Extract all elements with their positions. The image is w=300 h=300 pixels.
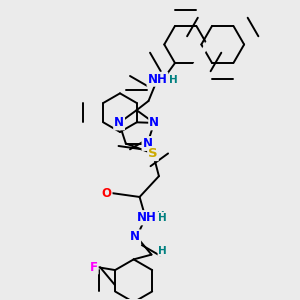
Text: NH: NH bbox=[137, 211, 157, 224]
Text: F: F bbox=[90, 261, 98, 274]
Text: H: H bbox=[149, 213, 158, 223]
Text: H: H bbox=[169, 75, 177, 85]
Text: NH: NH bbox=[148, 73, 167, 86]
Text: N: N bbox=[142, 137, 152, 150]
Text: N: N bbox=[114, 116, 124, 129]
Text: N: N bbox=[130, 230, 140, 243]
Text: H: H bbox=[158, 246, 167, 256]
Text: N: N bbox=[137, 211, 147, 224]
Text: H: H bbox=[156, 211, 165, 221]
Text: H: H bbox=[158, 213, 166, 223]
Text: S: S bbox=[148, 147, 158, 160]
Text: O: O bbox=[102, 187, 112, 200]
Text: N: N bbox=[149, 116, 159, 129]
